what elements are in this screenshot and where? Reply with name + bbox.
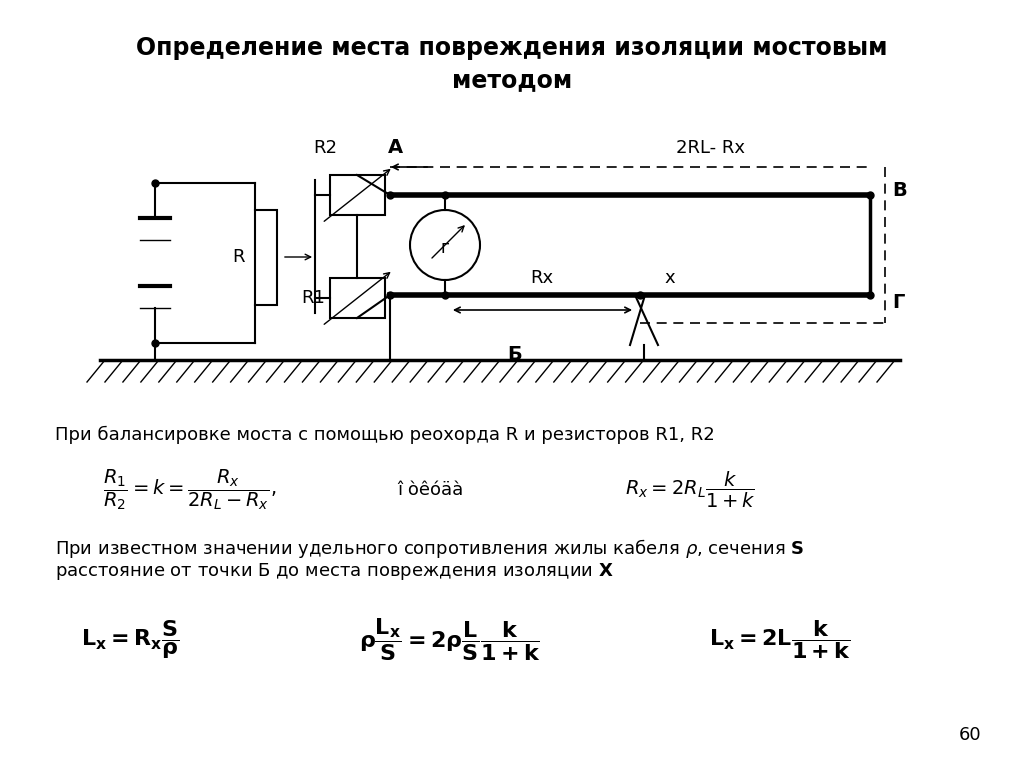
Text: г: г [440, 239, 450, 257]
Text: Б: Б [508, 345, 522, 364]
Text: $\mathbf{L_x = R_x\dfrac{S}{\rho}}$: $\mathbf{L_x = R_x\dfrac{S}{\rho}}$ [81, 618, 179, 661]
Text: R1: R1 [301, 289, 325, 307]
Text: R2: R2 [313, 139, 337, 157]
Text: расстояние от точки Б до места повреждения изоляции $\mathbf{X}$: расстояние от точки Б до места поврежден… [55, 561, 613, 582]
Text: Определение места повреждения изоляции мостовым: Определение места повреждения изоляции м… [136, 36, 888, 60]
Text: R: R [232, 248, 245, 266]
Text: 2RL- Rx: 2RL- Rx [676, 139, 744, 157]
Text: $\dfrac{R_1}{R_2} = k = \dfrac{R_x}{2R_L - R_x},$: $\dfrac{R_1}{R_2} = k = \dfrac{R_x}{2R_L… [103, 468, 276, 512]
Text: А: А [387, 138, 402, 157]
Text: Г: Г [892, 293, 904, 313]
Text: $\mathbf{L_x = 2L\dfrac{k}{1+k}}$: $\mathbf{L_x = 2L\dfrac{k}{1+k}}$ [709, 618, 851, 661]
Text: В: В [892, 180, 906, 200]
Text: 60: 60 [958, 726, 981, 744]
Text: При известном значении удельного сопротивления жилы кабеля $\rho$, сечения $\mat: При известном значении удельного сопроти… [55, 537, 804, 560]
Text: î òêóäà: î òêóäà [397, 481, 463, 499]
Text: Rx: Rx [530, 269, 554, 287]
Text: $\mathbf{\rho\dfrac{L_x}{S} = 2\rho\dfrac{L}{S}\dfrac{k}{1+k}}$: $\mathbf{\rho\dfrac{L_x}{S} = 2\rho\dfra… [359, 617, 541, 664]
Text: x: x [665, 269, 675, 287]
Text: При балансировке моста с помощью реохорда R и резисторов R1, R2: При балансировке моста с помощью реохорд… [55, 426, 715, 444]
Text: $R_x = 2R_L\dfrac{k}{1+k}$: $R_x = 2R_L\dfrac{k}{1+k}$ [625, 470, 756, 510]
Text: методом: методом [452, 68, 572, 92]
